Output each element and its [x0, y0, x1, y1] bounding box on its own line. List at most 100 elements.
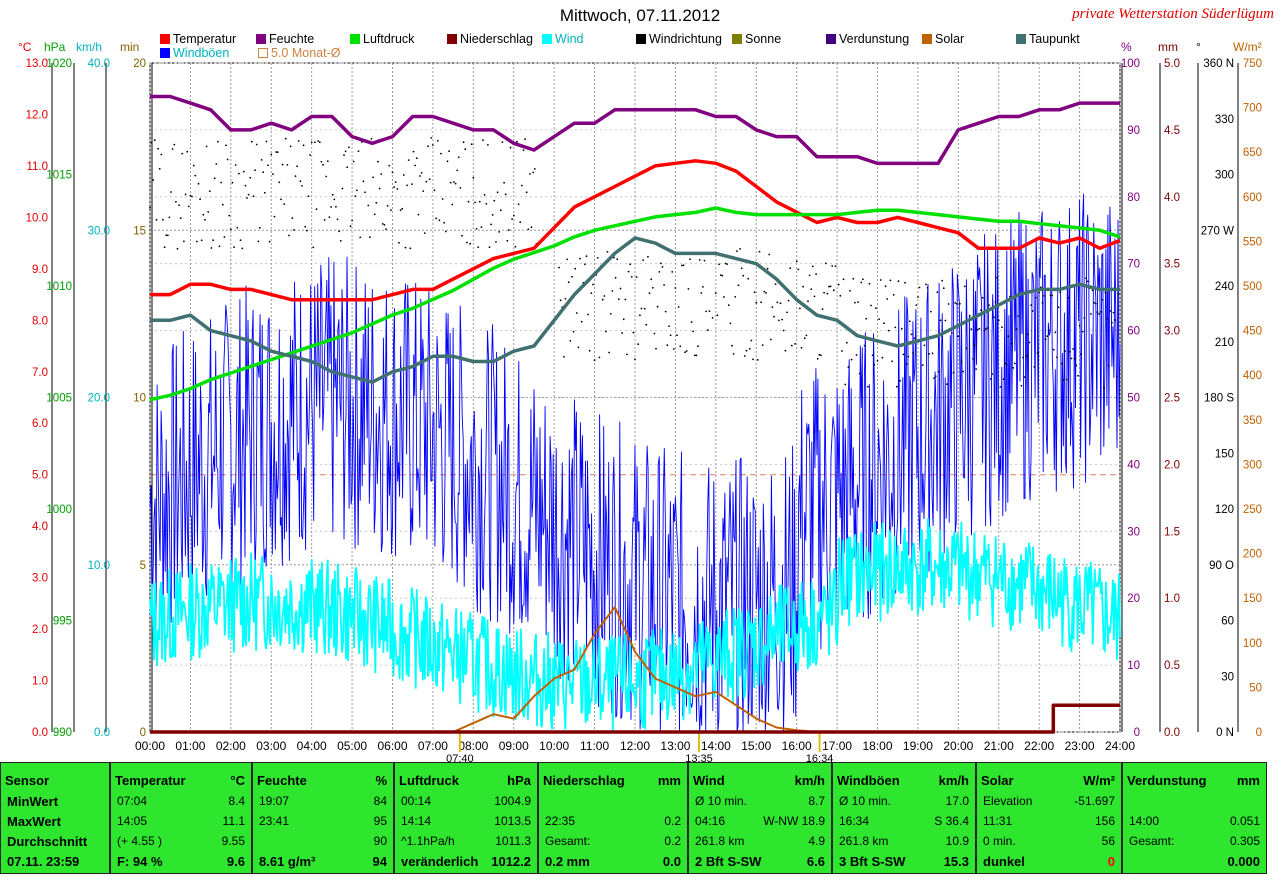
wind-direction-point: [238, 172, 240, 175]
wind-direction-point: [957, 335, 960, 338]
wind-direction-point: [207, 211, 210, 213]
wind-direction-point: [942, 287, 945, 290]
wind-direction-point: [930, 310, 932, 313]
wind-direction-point: [773, 315, 775, 318]
wind-direction-point: [281, 163, 284, 166]
wind-direction-point: [262, 171, 265, 174]
wind-direction-point: [150, 141, 153, 144]
wind-direction-point: [577, 346, 580, 349]
wind-direction-point: [339, 240, 342, 242]
y-tick-label-press: 1000: [46, 504, 72, 516]
y-tick-label-temp: 6.0: [32, 418, 48, 430]
wind-direction-point: [676, 334, 678, 337]
wind-direction-point: [241, 247, 244, 250]
y-tick-label-solar: 300: [1243, 459, 1262, 471]
wind-direction-point: [480, 226, 483, 229]
wind-direction-point: [740, 267, 743, 270]
wind-direction-point: [905, 363, 908, 365]
wind-direction-point: [635, 276, 638, 278]
wind-direction-point: [217, 140, 219, 143]
axis-unit-sun: min: [120, 40, 140, 54]
wind-direction-point: [886, 298, 889, 300]
wind-direction-point: [157, 147, 160, 150]
wind-direction-point: [1023, 376, 1026, 378]
y-tick-label-press: 1015: [46, 170, 72, 182]
wind-direction-point: [863, 344, 866, 347]
wind-direction-point: [504, 193, 507, 196]
wind-direction-point: [766, 267, 769, 270]
wind-direction-point: [899, 379, 901, 382]
wind-direction-point: [574, 267, 577, 270]
series-temperatur: [150, 159, 1121, 302]
wind-direction-point: [419, 175, 421, 177]
stats-row: ^1.1hPa/h 1011.3: [395, 834, 537, 854]
wind-direction-point: [593, 359, 596, 362]
stats-unit: %: [375, 773, 387, 788]
stats-row: [539, 794, 687, 814]
wind-direction-point: [346, 166, 349, 169]
legend-swatch: [1016, 34, 1026, 44]
wind-direction-point: [226, 158, 229, 161]
wind-direction-point: [199, 198, 202, 201]
wind-direction-point: [280, 198, 282, 201]
y-tick-label-solar: 550: [1243, 236, 1262, 248]
wind-direction-point: [220, 181, 223, 184]
stats-row: 90: [253, 834, 393, 854]
wind-direction-point: [884, 285, 887, 288]
wind-direction-point: [263, 191, 266, 194]
wind-direction-point: [1044, 338, 1047, 341]
wind-direction-point: [322, 163, 324, 166]
wind-direction-point: [908, 320, 911, 323]
wind-direction-point: [611, 290, 614, 292]
legend-item: Verdunstung: [826, 32, 909, 46]
stats-row: 22:35 0.2: [539, 814, 687, 834]
wind-direction-point: [325, 175, 328, 178]
legend-swatch: [826, 34, 836, 44]
wind-direction-point: [449, 181, 452, 184]
legend-swatch: [542, 34, 552, 44]
wind-direction-point: [189, 194, 192, 197]
wind-direction-point: [1096, 311, 1099, 313]
stats-label: 16:34: [839, 814, 870, 828]
stats-row: 07:04 8.4: [111, 794, 251, 814]
wind-direction-point: [616, 258, 619, 261]
wind-direction-point: [601, 298, 604, 301]
legend-label: Windrichtung: [649, 32, 722, 46]
stats-value: 56: [1101, 834, 1115, 848]
wind-direction-point: [750, 339, 753, 342]
wind-direction-point: [1031, 310, 1034, 312]
wind-direction-point: [876, 360, 879, 362]
legend-swatch: [350, 34, 360, 44]
wind-direction-point: [821, 308, 824, 310]
stats-value: 1013.5: [494, 814, 531, 828]
x-tick-label: 12:00: [620, 739, 650, 753]
wind-direction-point: [653, 332, 656, 335]
stats-row: veränderlich 1012.2: [395, 854, 537, 874]
stats-row: 00:14 1004.9: [395, 794, 537, 814]
wind-direction-point: [839, 294, 842, 297]
stats-label: MinWert: [7, 794, 59, 809]
legend-item: Windböen: [160, 46, 229, 60]
wind-direction-point: [803, 337, 806, 340]
wind-direction-point: [729, 322, 732, 325]
wind-direction-point: [490, 223, 492, 226]
wind-direction-point: [288, 234, 290, 237]
axis-unit-press: hPa: [44, 40, 66, 54]
wind-direction-point: [499, 209, 502, 212]
x-tick-label: 03:00: [256, 739, 286, 753]
y-tick-label-wind: 0.0: [94, 727, 110, 739]
y-tick-label-dir: 60: [1221, 616, 1234, 628]
stats-row: 3 Bft S-SW 15.3: [833, 854, 975, 874]
wind-direction-point: [1094, 302, 1097, 305]
stats-row: dunkel 0: [977, 854, 1121, 874]
x-tick-label: 13:00: [660, 739, 690, 753]
wind-direction-point: [883, 322, 885, 325]
stats-value: 90: [373, 834, 387, 848]
wind-direction-point: [533, 168, 536, 170]
wind-direction-point: [567, 281, 570, 284]
x-tick-label: 01:00: [175, 739, 205, 753]
wind-direction-point: [996, 276, 998, 279]
stats-row: 8.61 g/m³ 94: [253, 854, 393, 874]
stats-row: 23:41 95: [253, 814, 393, 834]
wind-direction-point: [878, 318, 880, 320]
